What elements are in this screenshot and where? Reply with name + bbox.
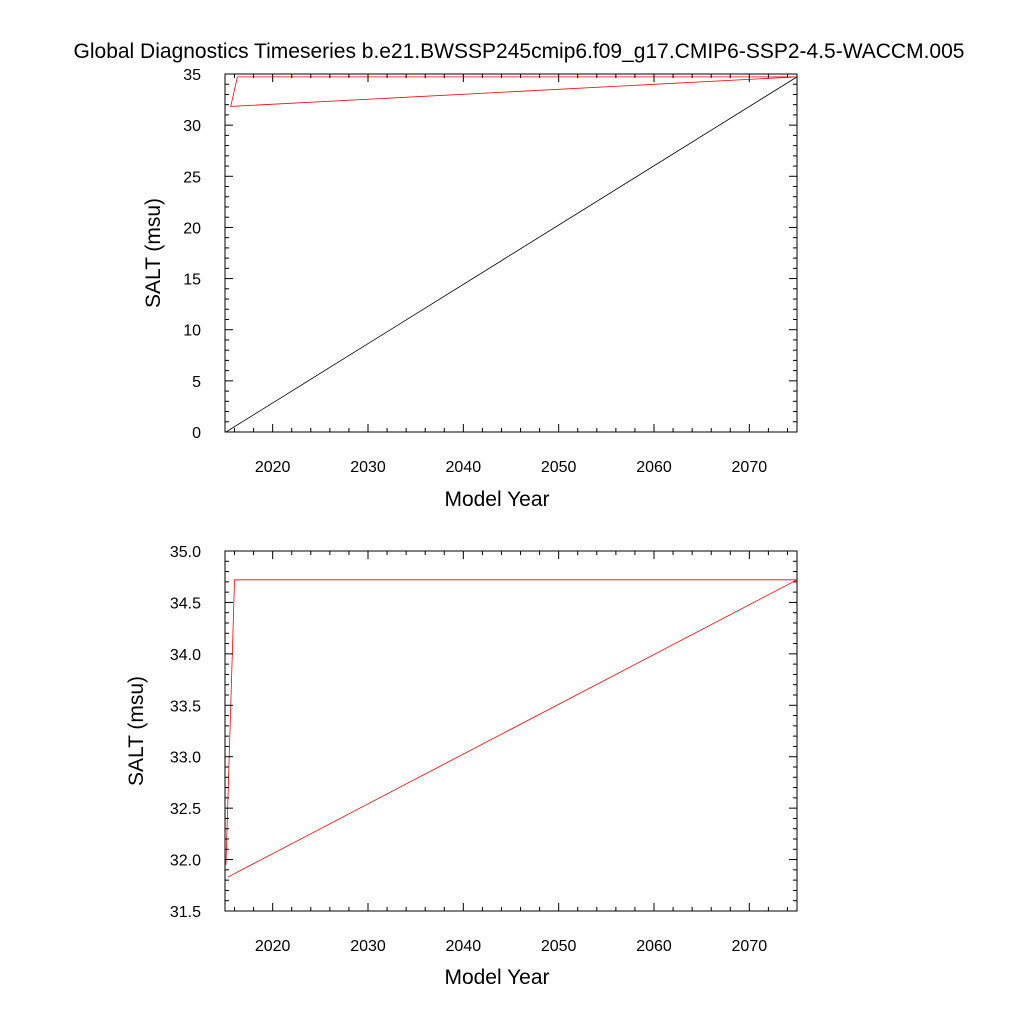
x-tick-label: 2030 xyxy=(350,938,386,955)
x-tick-label: 2040 xyxy=(446,938,482,955)
top-panel: 2020 2030 2040 2050 2060 2070 0 5 10 15 20 25 30 35 Mo… xyxy=(142,67,798,511)
x-tick-label: 2050 xyxy=(541,459,577,476)
y-tick-label: 34.5 xyxy=(170,595,201,612)
y-tick-label: 15 xyxy=(183,272,201,289)
plot-frame xyxy=(224,550,798,912)
series-salt-line xyxy=(230,76,798,107)
y-tick-label: 34.0 xyxy=(170,647,201,664)
x-tick-label: 2020 xyxy=(255,938,291,955)
x-axis-label: Model Year xyxy=(444,488,549,511)
y-tick-label: 25 xyxy=(183,169,201,186)
x-tick-label: 2040 xyxy=(446,459,482,476)
x-tick-label: 2020 xyxy=(255,459,291,476)
y-tick-label: 32.5 xyxy=(170,801,201,818)
x-tick-label: 2050 xyxy=(541,938,577,955)
x-tick-label: 2070 xyxy=(732,459,768,476)
y-tick-label: 5 xyxy=(192,374,201,391)
x-tick-label: 2030 xyxy=(350,459,386,476)
y-axis-label: SALT (msu) xyxy=(125,676,148,786)
y-tick-label: 30 xyxy=(183,118,201,135)
y-tick-label: 35.0 xyxy=(170,544,201,561)
y-tick-label: 0 xyxy=(192,425,201,442)
y-tick-label: 33.0 xyxy=(170,750,201,767)
x-tick-label: 2070 xyxy=(732,938,768,955)
series-salt-line xyxy=(225,579,798,878)
y-tick-label: 32.0 xyxy=(170,853,201,870)
plot-frame xyxy=(224,73,798,433)
y-axis-label: SALT (msu) xyxy=(142,198,165,308)
figure-title: Global Diagnostics Timeseries b.e21.BWSS… xyxy=(74,40,965,63)
x-tick-label: 2060 xyxy=(636,459,672,476)
x-tick-label: 2060 xyxy=(636,938,672,955)
series-reference-line xyxy=(225,76,798,433)
y-tick-label: 20 xyxy=(183,220,201,237)
x-axis-label: Model Year xyxy=(444,966,549,989)
bottom-panel: 2020 2030 2040 2050 2060 2070 31.5 32.0 32.5 33.0… xyxy=(125,544,798,989)
y-tick-label: 31.5 xyxy=(170,904,201,921)
y-tick-label: 33.5 xyxy=(170,698,201,715)
y-tick-label: 35 xyxy=(183,67,201,84)
y-tick-label: 10 xyxy=(183,323,201,340)
